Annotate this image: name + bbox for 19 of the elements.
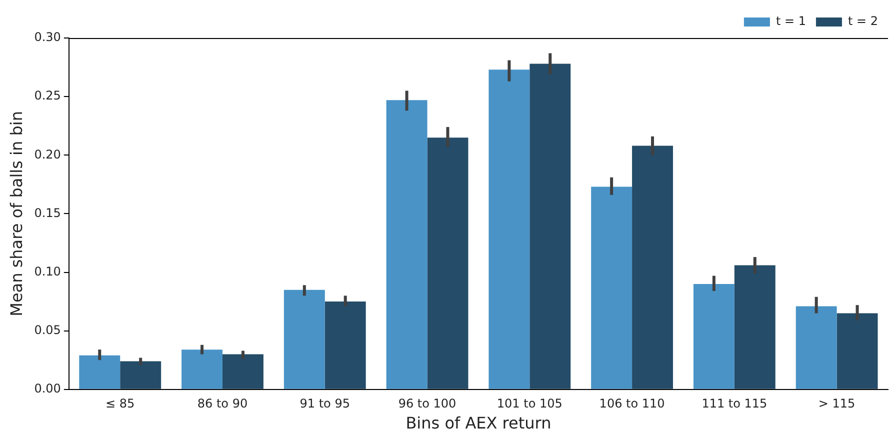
x-axis-title: Bins of AEX return (406, 414, 552, 433)
x-tick-label: 86 to 90 (197, 396, 248, 411)
legend-label: t = 2 (848, 14, 878, 28)
y-tick-label: 0.20 (34, 147, 61, 162)
y-tick-label: 0.30 (34, 30, 61, 44)
y-tick-label: 0.10 (34, 264, 61, 278)
y-axis-title: Mean share of balls in bin (6, 111, 26, 316)
y-tick-label: 0.05 (34, 322, 61, 337)
x-tick-label: ≤ 85 (106, 396, 135, 411)
x-tick-label: > 115 (818, 396, 856, 411)
y-tick-label: 0.00 (34, 382, 61, 396)
x-tick-label: 91 to 95 (300, 396, 350, 411)
x-tick-label: 101 to 105 (496, 396, 562, 411)
x-tick-label: 106 to 110 (599, 396, 665, 411)
x-tick-label: 111 to 115 (702, 396, 768, 411)
y-tick-label: 0.15 (34, 206, 61, 220)
y-tick-label: 0.25 (34, 88, 61, 103)
x-tick-label: 96 to 100 (398, 396, 456, 411)
legend-label: t = 1 (776, 14, 806, 28)
